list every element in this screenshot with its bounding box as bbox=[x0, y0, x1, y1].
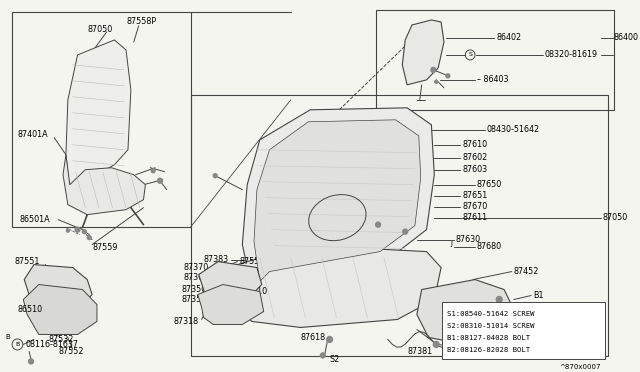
Bar bbox=[442, 301, 605, 359]
Text: 87618: 87618 bbox=[301, 333, 326, 342]
Text: 87552: 87552 bbox=[58, 347, 84, 356]
Polygon shape bbox=[228, 248, 441, 327]
Circle shape bbox=[29, 359, 33, 364]
Circle shape bbox=[435, 80, 438, 83]
Circle shape bbox=[431, 67, 436, 73]
Text: 87551: 87551 bbox=[15, 257, 40, 266]
Text: 87559: 87559 bbox=[92, 243, 118, 252]
Text: 87050: 87050 bbox=[87, 25, 113, 35]
Text: B: B bbox=[5, 334, 10, 340]
Text: 86510: 86510 bbox=[17, 305, 43, 314]
Text: 86400: 86400 bbox=[614, 33, 639, 42]
Text: 87603: 87603 bbox=[463, 165, 488, 174]
Polygon shape bbox=[417, 279, 514, 344]
Text: S: S bbox=[352, 127, 356, 132]
Polygon shape bbox=[199, 262, 262, 308]
Polygon shape bbox=[254, 120, 420, 282]
Text: 87050: 87050 bbox=[603, 213, 628, 222]
Circle shape bbox=[433, 341, 439, 347]
Circle shape bbox=[376, 222, 381, 227]
Text: 87680: 87680 bbox=[477, 242, 502, 251]
Bar bbox=[376, 10, 614, 110]
Text: 87630: 87630 bbox=[456, 235, 481, 244]
Text: 87610: 87610 bbox=[463, 140, 488, 149]
Text: 87350: 87350 bbox=[181, 285, 207, 294]
Text: S1:08540-51642 SCREW: S1:08540-51642 SCREW bbox=[447, 311, 534, 317]
Text: S1: S1 bbox=[479, 343, 489, 352]
Polygon shape bbox=[24, 264, 92, 314]
Text: S2: S2 bbox=[330, 355, 340, 364]
Text: 87651: 87651 bbox=[463, 191, 488, 200]
Text: 87670: 87670 bbox=[463, 202, 488, 211]
Circle shape bbox=[67, 229, 69, 232]
Text: S2:08310-51014 SCREW: S2:08310-51014 SCREW bbox=[447, 324, 534, 330]
Text: 87452: 87452 bbox=[514, 267, 539, 276]
Text: B: B bbox=[15, 342, 20, 347]
Circle shape bbox=[151, 169, 155, 173]
Circle shape bbox=[87, 235, 91, 240]
Polygon shape bbox=[63, 155, 145, 215]
Text: – 86403: – 86403 bbox=[477, 76, 508, 84]
Text: J: J bbox=[451, 241, 452, 247]
Text: 87370: 87370 bbox=[183, 263, 209, 272]
Text: 87611: 87611 bbox=[463, 213, 488, 222]
Text: 87401A: 87401A bbox=[17, 130, 48, 139]
Text: 08116-81637: 08116-81637 bbox=[25, 340, 78, 349]
Text: 87361: 87361 bbox=[183, 273, 209, 282]
Text: 87351: 87351 bbox=[181, 295, 207, 304]
Text: 08320-81619: 08320-81619 bbox=[545, 51, 598, 60]
Polygon shape bbox=[23, 285, 97, 334]
Text: B1:08127-04028 BOLT: B1:08127-04028 BOLT bbox=[447, 336, 530, 341]
Circle shape bbox=[213, 174, 217, 178]
Circle shape bbox=[403, 229, 408, 234]
Bar bbox=[12, 12, 191, 227]
Circle shape bbox=[472, 345, 477, 350]
Circle shape bbox=[497, 296, 502, 302]
Circle shape bbox=[326, 336, 333, 343]
Text: 87318: 87318 bbox=[173, 317, 199, 326]
Text: 87383: 87383 bbox=[204, 255, 228, 264]
Polygon shape bbox=[66, 40, 131, 210]
Circle shape bbox=[446, 74, 450, 78]
Text: ^870x0007: ^870x0007 bbox=[559, 365, 601, 371]
Circle shape bbox=[75, 227, 80, 232]
Text: B1: B1 bbox=[533, 291, 543, 300]
Text: 87551: 87551 bbox=[239, 257, 265, 266]
Text: 87650: 87650 bbox=[477, 180, 502, 189]
Text: 86010A: 86010A bbox=[525, 325, 556, 334]
Circle shape bbox=[83, 230, 86, 234]
Text: 86510: 86510 bbox=[243, 287, 268, 296]
Polygon shape bbox=[198, 285, 264, 324]
Text: 08430-51642: 08430-51642 bbox=[486, 125, 540, 134]
Circle shape bbox=[511, 318, 516, 324]
Text: 87602: 87602 bbox=[463, 153, 488, 162]
Text: 86501A: 86501A bbox=[19, 215, 50, 224]
Polygon shape bbox=[403, 20, 444, 85]
Polygon shape bbox=[243, 108, 435, 289]
Text: B2:08126-82028 BOLT: B2:08126-82028 BOLT bbox=[447, 347, 530, 353]
Text: S: S bbox=[468, 52, 472, 57]
Text: 87532: 87532 bbox=[49, 335, 74, 344]
Circle shape bbox=[157, 178, 163, 183]
Circle shape bbox=[321, 353, 325, 358]
Bar bbox=[191, 95, 608, 356]
Text: B2: B2 bbox=[533, 305, 544, 314]
Text: 87381: 87381 bbox=[407, 347, 432, 356]
Text: 86402: 86402 bbox=[497, 33, 522, 42]
Text: 87558P: 87558P bbox=[126, 17, 156, 26]
